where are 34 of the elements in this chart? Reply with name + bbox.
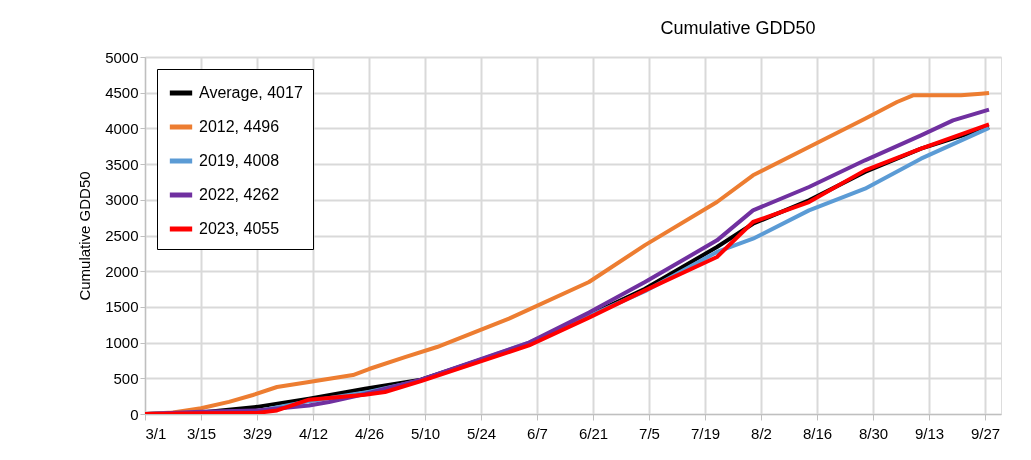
y-axis-title: Cumulative GDD50 [76, 171, 94, 301]
y-tick-label: 3500 [105, 155, 139, 173]
x-tick-label: 5/24 [466, 424, 497, 442]
x-tick-label: 5/10 [410, 424, 441, 442]
y-tick-label: 1000 [105, 334, 139, 352]
x-tick-label: 8/16 [802, 424, 833, 442]
x-tick-label: 6/7 [527, 424, 548, 442]
legend-label: Average, 4017 [199, 84, 303, 101]
y-tick-label: 4500 [105, 84, 139, 102]
y-tick-label: 500 [113, 369, 139, 387]
x-tick-label: 4/12 [298, 424, 329, 442]
legend-label: 2019, 4008 [199, 152, 280, 169]
y-tick-label: 3000 [105, 191, 139, 209]
legend-label: 2022, 4262 [199, 186, 280, 203]
x-tick-label: 3/29 [242, 424, 273, 442]
x-tick-label: 6/21 [578, 424, 609, 442]
y-tick-label: 4000 [105, 119, 139, 137]
legend-label: 2012, 4496 [199, 118, 280, 135]
x-tick-label: 9/27 [970, 424, 1001, 442]
y-tick-label: 2500 [105, 227, 139, 244]
x-tick-label: 4/26 [354, 424, 385, 442]
x-tick-label: 7/19 [690, 424, 721, 442]
x-tick-label: 8/30 [858, 424, 889, 442]
y-tick-label: 2000 [105, 262, 139, 280]
x-tick-label: 8/2 [751, 424, 772, 442]
x-tick-label: 7/5 [639, 424, 660, 442]
x-tick-label: 3/15 [186, 424, 217, 442]
y-tick-label: 5000 [105, 48, 139, 66]
x-tick-label: 9/13 [914, 424, 945, 442]
x-tick-label: 3/1 [145, 424, 167, 442]
legend-label: 2023, 4055 [199, 220, 280, 237]
y-tick-label: 0 [130, 405, 139, 423]
y-tick-label: 1500 [105, 298, 139, 316]
chart-title: Cumulative GDD50 [660, 18, 816, 38]
